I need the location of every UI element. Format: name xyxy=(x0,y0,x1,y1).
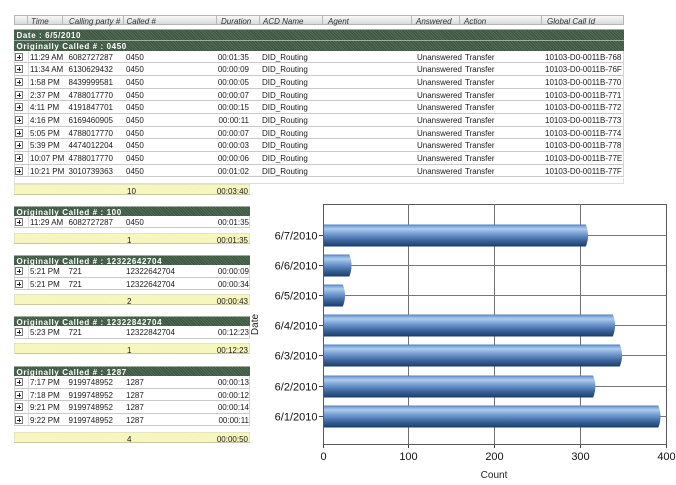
svg-text:400: 400 xyxy=(657,451,675,463)
svg-text:6/2/2010: 6/2/2010 xyxy=(275,382,318,394)
svg-text:6/3/2010: 6/3/2010 xyxy=(275,351,318,363)
svg-text:Count: Count xyxy=(481,470,508,481)
svg-text:6/7/2010: 6/7/2010 xyxy=(275,231,318,243)
svg-text:100: 100 xyxy=(399,451,417,463)
svg-text:6/5/2010: 6/5/2010 xyxy=(275,291,318,303)
svg-text:300: 300 xyxy=(571,451,589,463)
svg-text:6/1/2010: 6/1/2010 xyxy=(275,412,318,424)
svg-text:0: 0 xyxy=(320,451,326,463)
svg-text:6/4/2010: 6/4/2010 xyxy=(275,321,318,333)
svg-text:6/6/2010: 6/6/2010 xyxy=(275,261,318,273)
svg-text:200: 200 xyxy=(485,451,503,463)
svg-text:Date: Date xyxy=(250,314,261,336)
